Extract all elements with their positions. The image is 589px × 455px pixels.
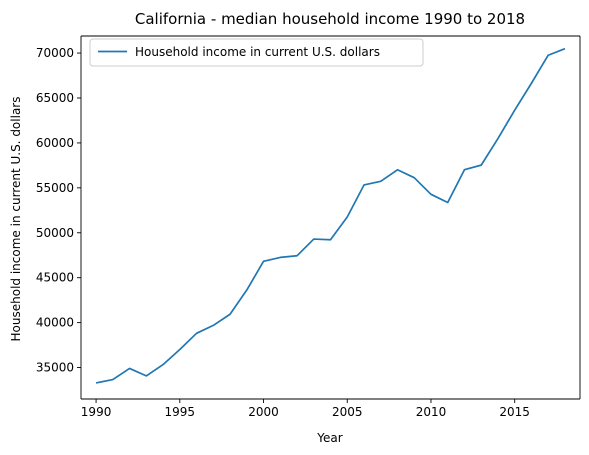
legend-label: Household income in current U.S. dollars xyxy=(135,45,380,59)
x-tick-label: 2010 xyxy=(416,405,447,419)
y-tick-label: 40000 xyxy=(36,316,74,330)
legend: Household income in current U.S. dollars xyxy=(89,38,424,67)
x-axis-label: Year xyxy=(316,431,342,445)
x-tick-label: 1995 xyxy=(165,405,196,419)
y-tick-label: 65000 xyxy=(36,91,74,105)
y-tick-label: 55000 xyxy=(36,181,74,195)
series-line xyxy=(95,47,566,384)
y-axis-label: Household income in current U.S. dollars xyxy=(9,97,23,342)
y-tick-label: 50000 xyxy=(36,226,74,240)
x-tick-label: 2015 xyxy=(499,405,530,419)
y-tick-label: 70000 xyxy=(36,46,74,60)
legend-box xyxy=(89,38,424,67)
plot-area xyxy=(95,47,566,384)
y-tick-label: 35000 xyxy=(36,361,74,375)
chart-title: California - median household income 199… xyxy=(135,10,525,28)
axes: 1990 1995 2000 2005 2010 2015 35000 40000 45000 5… xyxy=(36,35,581,419)
x-tick-label: 1990 xyxy=(81,405,112,419)
x-tick-label: 2000 xyxy=(248,405,279,419)
y-tick-label: 60000 xyxy=(36,136,74,150)
x-tick-label: 2005 xyxy=(332,405,363,419)
y-tick-label: 45000 xyxy=(36,271,74,285)
